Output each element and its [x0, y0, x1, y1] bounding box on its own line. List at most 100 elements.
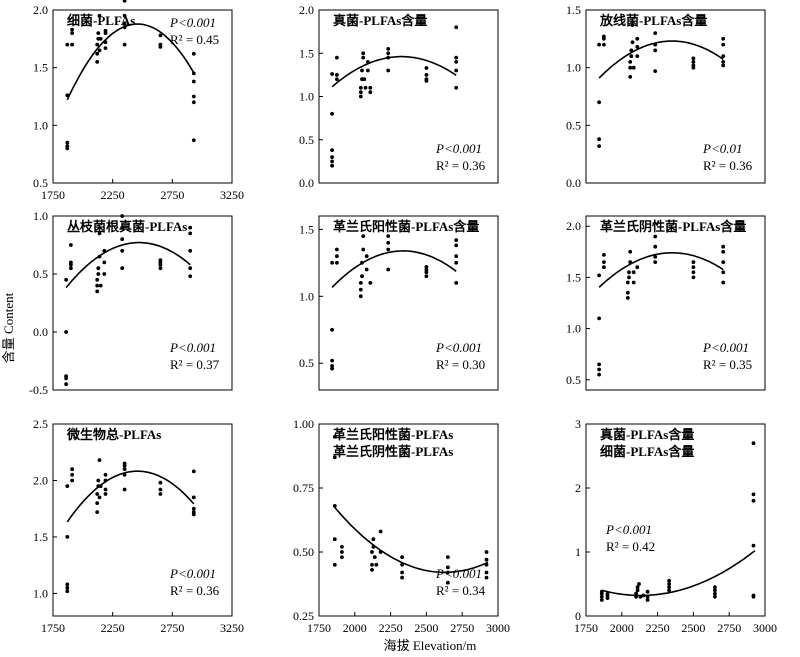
data-point — [424, 265, 429, 269]
data-point — [386, 267, 391, 272]
data-point — [102, 272, 107, 276]
data-point — [330, 148, 334, 153]
data-point — [95, 42, 100, 47]
data-point — [597, 316, 601, 321]
fit-curve — [331, 55, 457, 88]
data-point — [361, 55, 366, 60]
data-point — [95, 60, 100, 64]
data-point — [597, 144, 601, 149]
data-point — [332, 537, 337, 542]
data-point — [335, 254, 339, 259]
data-point — [330, 111, 334, 116]
x-tick-label: 3250 — [220, 621, 244, 635]
data-point — [70, 478, 74, 483]
stat-r-squared: R² = 0.36 — [436, 158, 486, 173]
data-point — [630, 40, 635, 45]
plot-frame — [318, 215, 499, 391]
y-axis-label: 含量 Content — [1, 292, 16, 363]
data-point — [335, 247, 339, 252]
y-tick-label: 1.5 — [299, 46, 314, 60]
data-point — [628, 249, 633, 254]
data-point — [635, 36, 640, 41]
data-point — [360, 260, 364, 265]
data-point — [95, 289, 100, 294]
data-point — [65, 589, 70, 594]
data-point — [625, 280, 630, 285]
data-point — [191, 506, 196, 511]
x-tick-label: 2500 — [681, 621, 705, 635]
x-tick-label: 2250 — [379, 621, 403, 635]
data-point — [400, 575, 404, 580]
data-point — [358, 90, 363, 95]
data-point — [361, 234, 366, 239]
data-point — [602, 42, 606, 47]
data-point — [368, 85, 373, 90]
data-point — [98, 283, 103, 288]
data-point — [366, 60, 370, 64]
y-tick-label: -0.5 — [29, 383, 48, 397]
data-point — [103, 487, 108, 492]
data-point — [645, 598, 650, 602]
data-point — [98, 484, 103, 488]
y-tick-label: 1.5 — [566, 270, 581, 284]
data-point — [358, 85, 363, 90]
data-point — [721, 280, 726, 285]
data-point — [330, 260, 334, 265]
data-point — [691, 265, 696, 270]
data-point — [368, 281, 373, 285]
stat-r-squared: R² = 0.36 — [170, 583, 220, 598]
data-point — [97, 254, 102, 259]
data-point — [713, 594, 717, 599]
data-point — [597, 42, 601, 47]
data-point — [191, 94, 196, 99]
plot-frame — [52, 423, 233, 617]
data-point — [454, 281, 459, 285]
x-tick-label: 2500 — [414, 621, 438, 635]
data-point — [102, 260, 107, 265]
panel-5: 0.5 1.0 1.5 革兰氏阳性菌-PLFAs含量 P<0.001 R² = 0.30 — [299, 215, 499, 391]
data-point — [653, 31, 658, 35]
data-point — [454, 68, 459, 73]
data-point — [605, 591, 610, 596]
data-point — [635, 265, 640, 270]
data-point — [602, 260, 606, 264]
y-tick-label: 1.0 — [33, 209, 48, 223]
x-tick-label: 2250 — [101, 188, 125, 202]
panel-title: 革兰氏阴性菌-PLFAs含量 — [600, 219, 746, 234]
fit-curve — [601, 549, 756, 597]
data-point — [454, 254, 459, 259]
data-point — [191, 51, 196, 56]
data-point — [332, 562, 337, 567]
data-point — [158, 33, 163, 38]
y-tick-label: 2 — [575, 481, 581, 495]
y-tick-label: 1.5 — [33, 61, 48, 75]
plot-frame — [585, 9, 766, 184]
data-point — [335, 260, 339, 265]
y-tick-label: 1.0 — [299, 289, 314, 303]
data-point — [95, 51, 100, 56]
y-tick-label: 2.0 — [566, 219, 581, 233]
data-point — [191, 469, 196, 474]
data-point — [691, 270, 696, 275]
y-tick-label: 0.75 — [293, 481, 314, 495]
data-point — [69, 266, 73, 271]
plot-frame — [52, 215, 233, 391]
y-tick-label: 0.5 — [299, 133, 314, 147]
stat-p-value: P<0.001 — [169, 15, 216, 30]
data-point — [721, 260, 726, 264]
data-point — [635, 588, 640, 593]
data-point — [386, 234, 391, 239]
data-point — [721, 60, 726, 64]
data-point — [628, 75, 633, 79]
data-point — [751, 441, 756, 446]
data-point — [653, 255, 658, 259]
y-tick-label: 0.5 — [299, 356, 314, 370]
data-point — [454, 55, 459, 60]
data-point — [597, 100, 601, 105]
data-point — [424, 270, 429, 275]
fit-curve — [66, 470, 195, 523]
stat-p-value: P<0.01 — [702, 141, 742, 156]
data-point — [191, 79, 196, 84]
panel-8: 0.25 0.50 0.75 1.00 1750 2000 2250 2500 2750 3000… — [293, 417, 510, 635]
y-tick-label: 1.0 — [33, 586, 48, 600]
